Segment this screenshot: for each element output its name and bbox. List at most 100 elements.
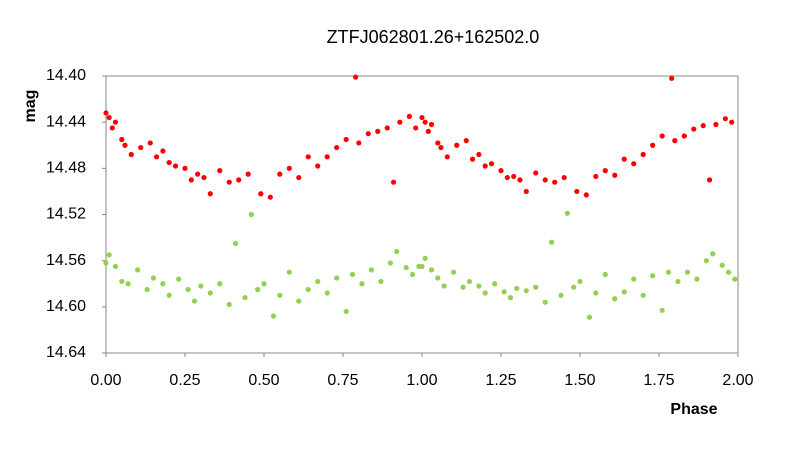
data-point: [552, 179, 558, 185]
data-point: [659, 307, 665, 313]
data-point: [217, 168, 223, 174]
data-point: [305, 154, 311, 160]
data-point: [138, 144, 144, 151]
data-point: [255, 286, 261, 293]
data-point: [669, 75, 675, 81]
data-point: [201, 174, 207, 181]
data-point: [207, 191, 213, 197]
data-point: [571, 284, 577, 290]
data-point: [232, 240, 239, 246]
data-point: [444, 154, 450, 160]
data-point: [425, 128, 431, 134]
data-point: [160, 148, 166, 154]
data-point: [258, 191, 264, 197]
data-point: [435, 140, 441, 146]
data-point: [612, 172, 618, 178]
x-tick-label: 2.00: [722, 372, 753, 389]
data-point: [498, 168, 504, 174]
data-point: [681, 133, 687, 139]
data-point: [577, 278, 583, 285]
data-point: [343, 136, 349, 143]
data-point: [296, 174, 302, 181]
data-point: [542, 299, 548, 305]
data-point: [226, 301, 232, 308]
data-point: [242, 295, 248, 301]
data-point: [640, 151, 646, 158]
data-point: [593, 290, 599, 296]
data-point: [112, 119, 119, 125]
x-tick-label: 0.50: [248, 372, 279, 389]
data-point: [277, 171, 283, 177]
x-tick-label: 1.75: [643, 372, 674, 389]
data-point: [176, 276, 182, 282]
x-tick-label: 0.25: [169, 372, 200, 389]
data-point: [460, 284, 466, 290]
data-point: [119, 136, 125, 143]
data-point: [166, 292, 172, 298]
data-point: [261, 281, 267, 287]
data-point: [245, 171, 251, 177]
data-point: [451, 269, 457, 275]
data-point: [182, 165, 188, 171]
data-point: [135, 267, 141, 273]
data-point: [226, 179, 232, 185]
data-point: [507, 295, 514, 301]
data-point: [315, 163, 321, 169]
data-point: [428, 267, 435, 273]
data-point: [501, 289, 507, 295]
data-point: [109, 125, 115, 131]
data-point: [488, 161, 495, 167]
data-point: [492, 281, 498, 287]
data-point: [368, 267, 375, 273]
data-point: [454, 142, 460, 148]
data-point: [422, 255, 428, 261]
data-point: [406, 113, 412, 119]
x-axis-label: Phase: [670, 401, 717, 418]
data-point: [631, 161, 637, 167]
data-point: [514, 285, 520, 291]
y-axis-label: mag: [22, 90, 39, 123]
data-point: [128, 151, 134, 158]
data-point: [422, 119, 428, 125]
data-point: [191, 298, 198, 304]
data-point: [586, 314, 593, 320]
data-point: [574, 188, 580, 195]
data-point: [349, 271, 356, 278]
data-point: [703, 258, 710, 264]
data-point: [267, 194, 273, 200]
data-point: [286, 269, 292, 275]
data-point: [185, 286, 191, 293]
data-point: [125, 281, 131, 287]
data-point: [390, 179, 397, 185]
data-point: [511, 173, 517, 180]
data-point: [150, 275, 156, 281]
data-point: [476, 283, 482, 289]
data-point: [195, 171, 201, 177]
data-point: [675, 278, 681, 285]
data-point: [523, 188, 529, 195]
data-point: [153, 154, 160, 160]
y-tick-label: 14.56: [46, 252, 86, 269]
data-point: [394, 248, 400, 255]
data-point: [198, 283, 204, 289]
data-point: [160, 281, 166, 287]
y-tick-label: 14.52: [46, 206, 86, 223]
data-point: [684, 269, 691, 275]
y-tick-label: 14.60: [46, 298, 86, 315]
data-point: [277, 292, 283, 298]
data-point: [397, 119, 403, 125]
data-point: [119, 278, 125, 285]
data-point: [334, 144, 340, 151]
data-point: [334, 275, 340, 281]
data-point: [353, 74, 359, 80]
data-point: [207, 290, 213, 296]
data-point: [729, 119, 735, 125]
data-point: [732, 276, 738, 282]
data-point: [533, 284, 539, 290]
data-point: [463, 138, 469, 144]
data-point: [650, 142, 656, 148]
data-point: [356, 140, 362, 146]
data-point: [725, 269, 732, 275]
data-point: [236, 177, 242, 183]
data-point: [482, 163, 488, 169]
